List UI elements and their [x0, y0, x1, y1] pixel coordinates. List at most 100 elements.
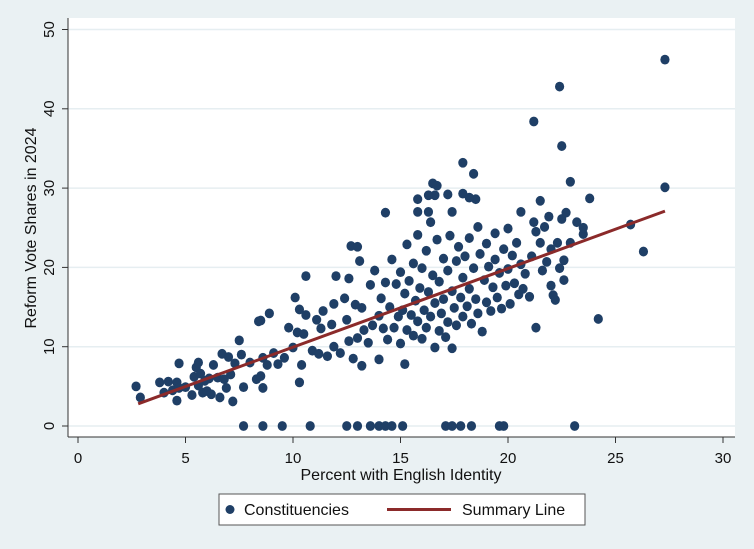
data-point — [531, 322, 541, 333]
data-point — [413, 194, 423, 205]
data-point — [464, 192, 474, 203]
data-point — [447, 421, 457, 431]
data-point — [357, 360, 367, 371]
data-point — [477, 326, 487, 337]
data-point — [430, 342, 440, 353]
data-point — [475, 249, 485, 259]
data-point — [380, 421, 391, 431]
data-point — [660, 54, 670, 65]
y-tick-label: 50 — [41, 21, 58, 38]
data-point — [312, 314, 322, 325]
data-point — [258, 421, 268, 431]
data-point — [294, 304, 305, 315]
x-tick-label: 10 — [285, 450, 302, 467]
data-point — [314, 348, 324, 359]
y-tick-label: 20 — [41, 259, 58, 276]
data-point — [443, 189, 453, 200]
data-point — [531, 226, 541, 237]
data-point — [458, 311, 468, 322]
data-point — [443, 265, 453, 276]
data-point — [430, 190, 440, 201]
data-point — [402, 239, 412, 250]
data-point — [131, 381, 141, 392]
data-point — [471, 294, 481, 305]
data-point — [537, 265, 548, 276]
y-tick-label: 10 — [41, 338, 58, 355]
data-point — [516, 206, 526, 217]
data-point — [488, 282, 498, 293]
data-point — [559, 275, 569, 285]
legend-label-summary-line: Summary Line — [462, 502, 565, 519]
data-point — [430, 298, 440, 308]
data-point — [451, 256, 461, 266]
data-point — [408, 258, 418, 269]
data-point — [539, 222, 550, 232]
data-point — [481, 238, 492, 249]
data-point — [638, 246, 649, 257]
x-tick-label: 25 — [607, 450, 624, 467]
data-point — [279, 352, 289, 363]
data-point — [428, 270, 438, 281]
data-point — [135, 392, 145, 403]
data-point — [469, 263, 479, 274]
data-point — [262, 360, 272, 370]
data-point — [432, 234, 442, 245]
data-point — [357, 302, 367, 313]
data-point — [374, 354, 384, 365]
data-point — [380, 277, 391, 288]
data-point — [398, 421, 408, 431]
data-point — [387, 421, 397, 431]
y-axis-label: Reform Vote Shares in 2024 — [23, 127, 40, 328]
data-point — [447, 343, 457, 354]
data-point — [441, 332, 451, 343]
data-point — [378, 323, 388, 334]
data-point — [421, 322, 431, 333]
data-point — [228, 396, 238, 407]
data-point — [559, 255, 569, 266]
data-point — [230, 358, 240, 369]
data-point — [423, 287, 434, 297]
data-point — [415, 283, 425, 293]
x-tick-label: 5 — [181, 450, 189, 467]
data-point — [301, 271, 311, 282]
data-point — [370, 265, 380, 276]
data-point — [352, 421, 363, 431]
data-point — [290, 292, 300, 303]
data-point — [318, 306, 328, 316]
data-point — [413, 206, 423, 217]
data-point — [299, 329, 309, 339]
data-point — [503, 223, 513, 234]
data-point — [473, 222, 483, 232]
x-tick-label: 30 — [715, 450, 732, 467]
data-point — [445, 230, 455, 241]
data-point — [406, 310, 416, 320]
data-point — [316, 323, 326, 334]
data-point — [376, 293, 386, 304]
data-point — [395, 338, 406, 349]
data-point — [544, 211, 554, 222]
data-point — [258, 383, 268, 393]
data-point — [344, 273, 354, 284]
y-tick-label: 0 — [41, 422, 58, 430]
data-point — [277, 421, 287, 431]
data-point — [466, 421, 477, 431]
data-point — [374, 421, 384, 431]
data-point — [383, 334, 393, 345]
data-point — [238, 421, 249, 431]
data-point — [496, 303, 507, 314]
data-point — [499, 244, 509, 255]
data-point — [462, 301, 472, 312]
data-point — [348, 353, 358, 364]
data-point — [322, 351, 332, 362]
data-point — [413, 229, 423, 240]
data-point — [443, 317, 453, 328]
data-point — [550, 295, 560, 305]
x-tick-label: 0 — [74, 450, 82, 467]
data-point — [417, 333, 427, 344]
data-point — [187, 390, 197, 400]
data-point — [193, 357, 203, 368]
data-point — [340, 293, 350, 304]
data-point — [434, 325, 444, 336]
data-point — [423, 190, 434, 201]
data-point — [542, 256, 552, 267]
